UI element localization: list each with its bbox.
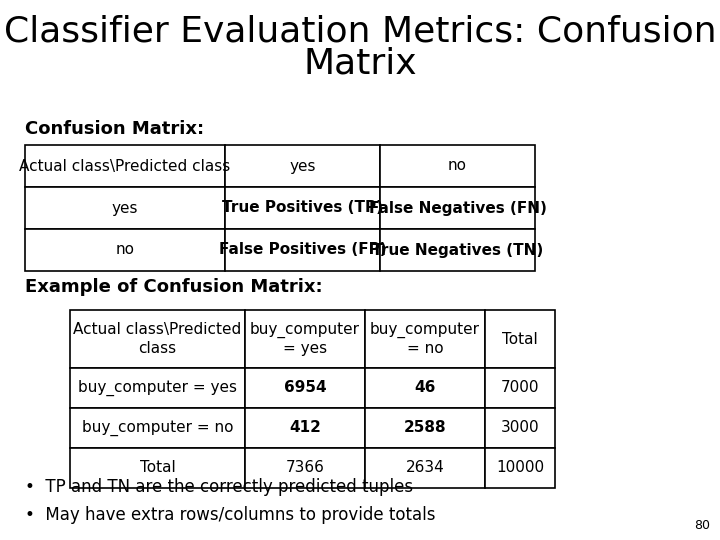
Text: 46: 46 <box>414 381 436 395</box>
Bar <box>485 448 555 488</box>
Text: 80: 80 <box>694 519 710 532</box>
Bar <box>70 310 245 368</box>
Bar <box>70 368 245 408</box>
Text: 2588: 2588 <box>404 421 446 435</box>
Text: buy_computer
= yes: buy_computer = yes <box>250 322 360 356</box>
Text: 6954: 6954 <box>284 381 326 395</box>
Text: 2634: 2634 <box>405 461 444 476</box>
Text: no: no <box>115 242 135 258</box>
Text: yes: yes <box>112 200 138 215</box>
Text: False Positives (FP): False Positives (FP) <box>219 242 387 258</box>
Bar <box>245 448 365 488</box>
Bar <box>380 145 535 187</box>
Bar <box>380 229 535 271</box>
Text: •  TP and TN are the correctly predicted tuples: • TP and TN are the correctly predicted … <box>25 478 413 496</box>
Bar <box>225 229 380 271</box>
Text: Matrix: Matrix <box>303 47 417 81</box>
Text: buy_computer = no: buy_computer = no <box>82 420 233 436</box>
Bar <box>25 187 225 229</box>
Text: 7366: 7366 <box>286 461 325 476</box>
Text: Example of Confusion Matrix:: Example of Confusion Matrix: <box>25 278 323 296</box>
Bar <box>365 408 485 448</box>
Text: 3000: 3000 <box>500 421 539 435</box>
Text: 10000: 10000 <box>496 461 544 476</box>
Bar <box>365 310 485 368</box>
Text: •  May have extra rows/columns to provide totals: • May have extra rows/columns to provide… <box>25 506 436 524</box>
Text: True Positives (TP): True Positives (TP) <box>222 200 383 215</box>
Bar <box>365 368 485 408</box>
Text: Total: Total <box>502 332 538 347</box>
Text: Confusion Matrix:: Confusion Matrix: <box>25 120 204 138</box>
Text: 412: 412 <box>289 421 321 435</box>
Text: Actual class\Predicted class: Actual class\Predicted class <box>19 159 230 173</box>
Text: Total: Total <box>140 461 176 476</box>
Text: no: no <box>448 159 467 173</box>
Text: False Negatives (FN): False Negatives (FN) <box>369 200 546 215</box>
Text: True Negatives (TN): True Negatives (TN) <box>372 242 543 258</box>
Text: Actual class\Predicted
class: Actual class\Predicted class <box>73 322 242 356</box>
Bar <box>485 408 555 448</box>
Bar <box>485 310 555 368</box>
Bar <box>485 368 555 408</box>
Bar <box>245 408 365 448</box>
Text: buy_computer
= no: buy_computer = no <box>370 322 480 356</box>
Bar <box>70 448 245 488</box>
Bar <box>225 145 380 187</box>
Bar <box>245 310 365 368</box>
Bar <box>225 187 380 229</box>
Text: 7000: 7000 <box>500 381 539 395</box>
Bar <box>380 187 535 229</box>
Bar <box>245 368 365 408</box>
Text: yes: yes <box>289 159 316 173</box>
Bar <box>25 229 225 271</box>
Text: buy_computer = yes: buy_computer = yes <box>78 380 237 396</box>
Text: Classifier Evaluation Metrics: Confusion: Classifier Evaluation Metrics: Confusion <box>4 15 716 49</box>
Bar <box>70 408 245 448</box>
Bar <box>25 145 225 187</box>
Bar <box>365 448 485 488</box>
